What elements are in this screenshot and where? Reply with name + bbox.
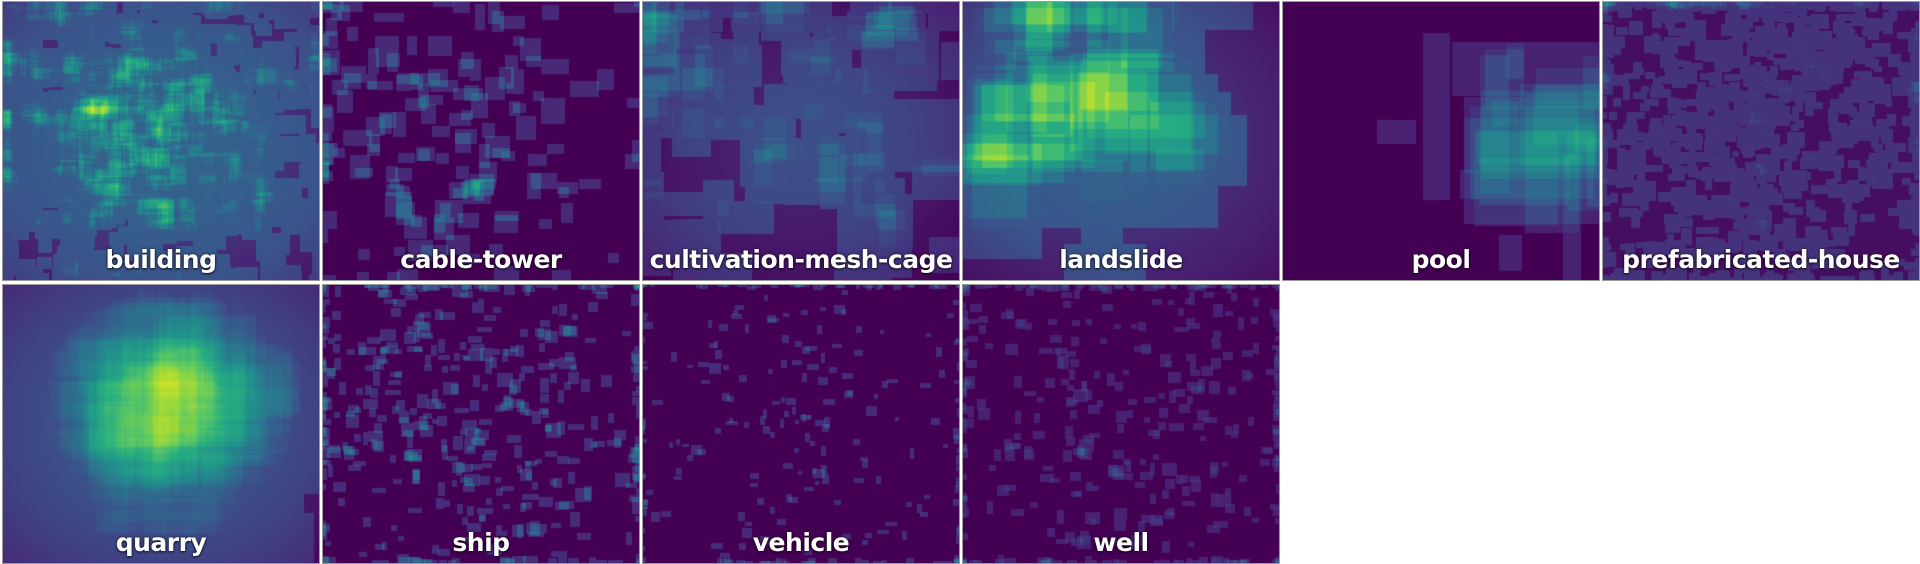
heatmap-panel-cable-tower: cable-tower	[322, 1, 640, 281]
heatmap-label: cable-tower	[400, 245, 562, 274]
heatmap-canvas-building	[3, 2, 319, 280]
heatmap-canvas-ship	[323, 285, 639, 563]
heatmap-canvas-pool	[1283, 2, 1599, 280]
heatmap-panel-ship: ship	[322, 284, 640, 564]
heatmap-label: vehicle	[752, 528, 850, 557]
heatmap-panel-prefabricated-house: prefabricated-house	[1602, 1, 1920, 281]
heatmap-label: landslide	[1059, 245, 1183, 274]
heatmap-panel-quarry: quarry	[2, 284, 320, 564]
heatmap-label: building	[105, 245, 218, 274]
heatmap-canvas-well	[963, 285, 1279, 563]
heatmap-canvas-prefabricated-house	[1603, 2, 1919, 280]
heatmap-panel-cultivation-mesh-cage: cultivation-mesh-cage	[642, 1, 960, 281]
heatmap-canvas-cable-tower	[323, 2, 639, 280]
heatmap-panel-vehicle: vehicle	[642, 284, 960, 564]
heatmap-label: ship	[452, 528, 510, 557]
heatmap-panel-building: building	[2, 1, 320, 281]
heatmap-panel-pool: pool	[1282, 1, 1600, 281]
heatmap-canvas-quarry	[3, 285, 319, 563]
heatmap-label: cultivation-mesh-cage	[649, 245, 953, 274]
heatmap-label: pool	[1411, 245, 1471, 274]
heatmap-canvas-cultivation-mesh-cage	[643, 2, 959, 280]
heatmap-panel-well: well	[962, 284, 1280, 564]
heatmap-panel-landslide: landslide	[962, 1, 1280, 281]
heatmap-label: quarry	[115, 528, 207, 557]
heatmap-canvas-landslide	[963, 2, 1279, 280]
heatmap-canvas-vehicle	[643, 285, 959, 563]
heatmap-label: well	[1093, 528, 1149, 557]
heatmap-label: prefabricated-house	[1622, 245, 1900, 274]
